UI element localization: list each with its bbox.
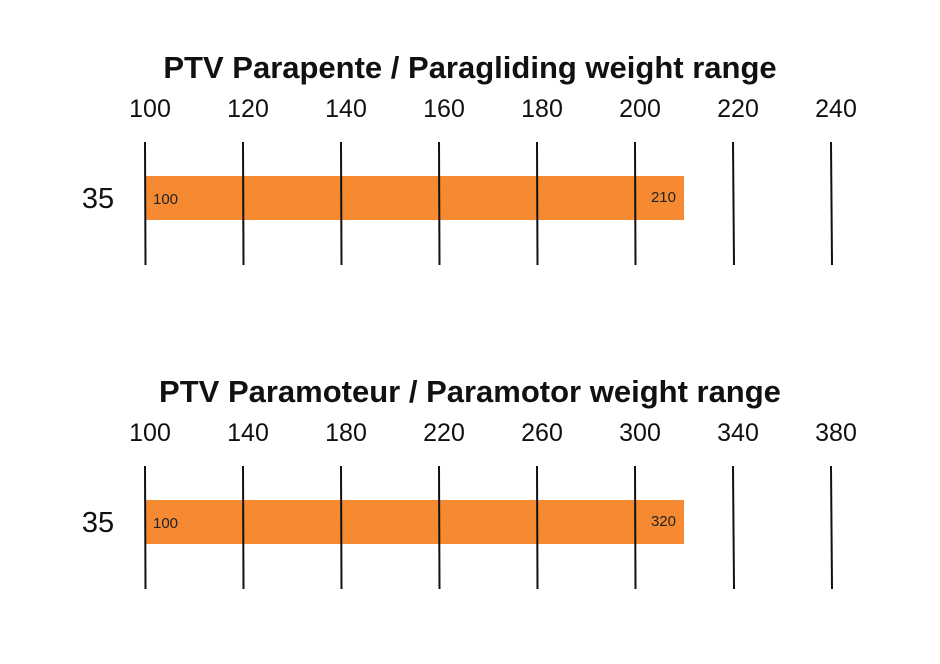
gridline <box>536 141 539 266</box>
bar-start-label: 100 <box>153 515 178 532</box>
paragliding-plot: 100 210 100 120 140 160 180 200 220 240 35 <box>82 95 857 266</box>
range-bar <box>145 176 684 220</box>
x-tick-label: 180 <box>325 419 367 447</box>
paramotor-plot: 100 320 100 140 180 220 260 300 340 380 35 <box>82 419 857 590</box>
bar-end-label: 210 <box>651 189 676 206</box>
gridline <box>340 465 343 590</box>
x-tick-label: 160 <box>423 95 465 123</box>
x-tick-label: 200 <box>619 95 661 123</box>
x-tick-label: 260 <box>521 419 563 447</box>
gridline <box>634 141 637 266</box>
x-tick-label: 140 <box>227 419 269 447</box>
gridline <box>242 465 245 590</box>
gridline <box>438 465 441 590</box>
category-label: 35 <box>82 183 114 215</box>
gridline <box>830 465 833 590</box>
range-bar <box>145 500 684 544</box>
gridline <box>536 465 539 590</box>
x-tick-label: 100 <box>129 95 171 123</box>
category-label: 35 <box>82 507 114 539</box>
gridline <box>144 141 147 266</box>
x-tick-label: 140 <box>325 95 367 123</box>
gridline <box>144 465 147 590</box>
gridline <box>732 465 735 590</box>
x-tick-label: 300 <box>619 419 661 447</box>
x-tick-label: 340 <box>717 419 759 447</box>
gridline <box>830 141 833 266</box>
x-tick-label: 380 <box>815 419 857 447</box>
gridline <box>242 141 245 266</box>
x-tick-label: 100 <box>129 419 171 447</box>
x-tick-label: 240 <box>815 95 857 123</box>
bar-end-label: 320 <box>651 513 676 530</box>
x-tick-label: 180 <box>521 95 563 123</box>
bar-start-label: 100 <box>153 191 178 208</box>
gridline <box>732 141 735 266</box>
gridline <box>634 465 637 590</box>
x-tick-label: 120 <box>227 95 269 123</box>
chart-title: PTV Paramoteur / Paramotor weight range <box>159 374 781 409</box>
paramotor-weight-chart: PTV Paramoteur / Paramotor weight range … <box>0 364 940 664</box>
paragliding-weight-chart: PTV Parapente / Paragliding weight range… <box>0 40 940 340</box>
gridline <box>340 141 343 266</box>
gridline <box>438 141 441 266</box>
x-tick-label: 220 <box>717 95 759 123</box>
chart-title: PTV Parapente / Paragliding weight range <box>163 50 777 85</box>
x-tick-label: 220 <box>423 419 465 447</box>
